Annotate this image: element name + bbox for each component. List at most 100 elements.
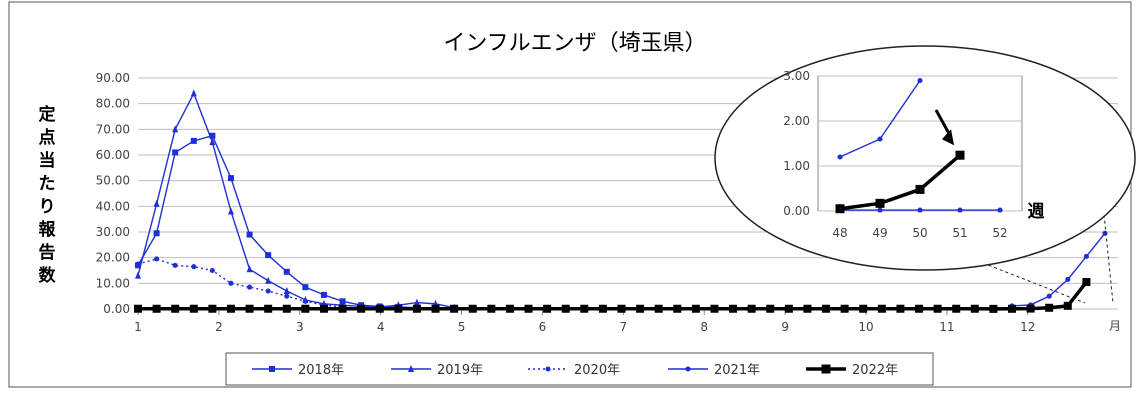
data-point xyxy=(245,304,254,313)
data-point xyxy=(228,280,234,286)
y-axis-label-char: た xyxy=(39,174,56,194)
data-point xyxy=(209,138,216,146)
data-point xyxy=(283,287,290,295)
inset-data-point xyxy=(955,150,965,160)
y-axis-label-char: 告 xyxy=(39,242,56,263)
data-point xyxy=(505,304,514,313)
inset-y-tick-label: 2.00 xyxy=(783,114,810,128)
y-axis-label-char: 数 xyxy=(39,265,57,286)
y-tick-label: 60.00 xyxy=(96,148,130,162)
series-lines xyxy=(134,89,1108,313)
inset-series-2019年 xyxy=(837,207,1003,213)
inset-series-2021年 xyxy=(837,77,923,160)
legend-item: 2020年 xyxy=(528,363,620,378)
data-point xyxy=(1008,304,1017,313)
inset-arrow xyxy=(934,109,954,146)
data-point xyxy=(822,304,831,313)
y-tick-label: 70.00 xyxy=(96,122,130,136)
legend-label: 2020年 xyxy=(574,363,620,378)
x-tick-label: 9 xyxy=(781,320,789,334)
data-point xyxy=(226,304,235,313)
data-point xyxy=(375,304,384,313)
data-point xyxy=(135,261,141,267)
data-point xyxy=(1102,230,1108,236)
data-point xyxy=(691,304,700,313)
inset-data-point xyxy=(917,77,923,84)
series-line xyxy=(137,91,455,309)
legend-swatch-marker xyxy=(545,366,551,372)
x-tick-label: 8 xyxy=(700,320,708,334)
legend-label: 2022年 xyxy=(852,363,898,378)
data-point xyxy=(1046,293,1052,299)
data-point xyxy=(915,304,924,313)
data-point xyxy=(598,304,607,313)
data-point xyxy=(227,207,234,215)
data-point xyxy=(673,304,682,313)
legend-swatch-marker xyxy=(821,364,831,374)
data-point xyxy=(171,304,180,313)
data-point xyxy=(208,304,217,313)
data-point xyxy=(431,304,440,313)
inset-data-point xyxy=(875,198,885,208)
inset-data-point xyxy=(997,207,1003,213)
data-point xyxy=(190,89,197,97)
data-point xyxy=(1045,303,1054,312)
series-2022年 xyxy=(134,278,1091,313)
inset-data-point xyxy=(837,154,843,160)
data-point xyxy=(282,304,291,313)
series-line xyxy=(137,258,455,310)
inset-data-point xyxy=(917,207,923,213)
inset-data-point xyxy=(835,204,845,214)
data-point xyxy=(264,304,273,313)
legend-swatch-marker xyxy=(685,366,691,372)
data-point xyxy=(636,304,645,313)
inset-connector xyxy=(982,262,1086,304)
data-point xyxy=(172,149,179,156)
inset-ellipse xyxy=(714,45,1136,271)
legend-label: 2019年 xyxy=(437,363,483,378)
y-tick-label: 90.00 xyxy=(96,71,130,85)
data-point xyxy=(338,304,347,313)
x-tick-label: 3 xyxy=(296,320,304,334)
data-point xyxy=(284,293,290,299)
x-axis-unit-label: 月 xyxy=(1109,319,1121,333)
inset-data-point xyxy=(915,184,925,194)
data-point xyxy=(320,291,327,298)
data-point xyxy=(172,125,179,133)
data-point xyxy=(319,304,328,313)
data-point xyxy=(227,175,234,182)
y-axis-label-char: 定 xyxy=(39,104,56,125)
data-point xyxy=(247,284,253,290)
data-point xyxy=(450,304,459,313)
data-point xyxy=(766,304,775,313)
data-point xyxy=(580,304,589,313)
data-point xyxy=(1026,304,1035,313)
inset-y-tick-label: 3.00 xyxy=(783,69,810,83)
data-point xyxy=(859,304,868,313)
inset-series-line xyxy=(839,153,962,211)
inset-data-point xyxy=(877,136,883,142)
x-tick-label: 7 xyxy=(620,320,628,334)
data-point xyxy=(1083,253,1089,259)
data-point xyxy=(654,304,663,313)
x-tick-label: 6 xyxy=(539,320,547,334)
inset-data-point xyxy=(877,207,883,213)
data-point xyxy=(209,267,215,274)
legend-item: 2018年 xyxy=(252,363,344,378)
data-point xyxy=(840,304,849,313)
inset-x-tick-label: 49 xyxy=(872,226,887,240)
data-point xyxy=(896,304,905,313)
y-tick-label: 80.00 xyxy=(96,97,130,111)
data-point xyxy=(152,304,161,313)
data-point xyxy=(413,298,420,306)
data-point xyxy=(135,271,141,279)
y-axis-label-char: 点 xyxy=(39,127,56,148)
data-point xyxy=(301,304,310,313)
data-point xyxy=(283,268,290,275)
legend: 2018年 2019年 2020年 2021年 2022年 xyxy=(225,352,934,386)
inset-x-tick-label: 52 xyxy=(992,226,1007,240)
data-point xyxy=(302,284,309,291)
data-point xyxy=(1065,276,1071,283)
